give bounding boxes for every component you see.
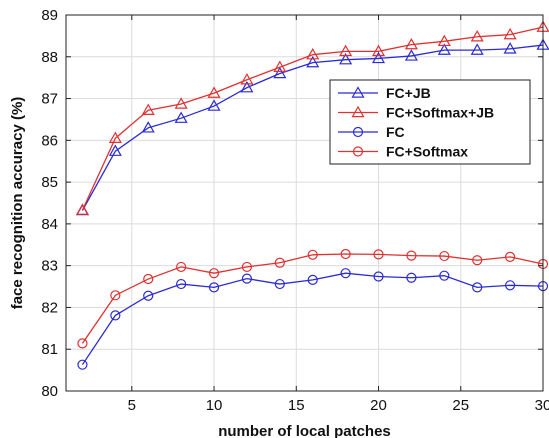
legend-swatch-marker bbox=[351, 105, 365, 118]
data-point bbox=[174, 97, 188, 109]
data-point bbox=[141, 103, 155, 115]
x-tick-label: 25 bbox=[452, 397, 469, 414]
y-tick-label: 81 bbox=[41, 341, 58, 358]
data-point bbox=[176, 261, 187, 273]
data-point bbox=[274, 278, 285, 290]
data-point bbox=[273, 66, 287, 79]
data-point bbox=[340, 248, 351, 260]
series-line bbox=[81, 253, 544, 344]
data-point bbox=[404, 37, 418, 50]
data-point bbox=[472, 255, 483, 266]
data-point bbox=[143, 273, 154, 285]
x-tick-label: 30 bbox=[535, 397, 549, 414]
legend-swatch-marker bbox=[352, 146, 364, 157]
data-point bbox=[503, 42, 517, 54]
legend-swatch-marker bbox=[351, 86, 365, 98]
data-point bbox=[274, 257, 285, 268]
legend-swatch-marker bbox=[352, 126, 364, 138]
data-point bbox=[207, 99, 221, 111]
y-tick-label: 88 bbox=[41, 49, 58, 66]
legend-entry-label: FC bbox=[386, 124, 405, 140]
data-point bbox=[208, 282, 220, 293]
data-point bbox=[306, 47, 320, 60]
data-point bbox=[439, 250, 450, 262]
series-2 bbox=[77, 268, 549, 370]
data-point bbox=[143, 290, 154, 301]
data-point bbox=[505, 251, 516, 262]
series-3 bbox=[77, 248, 549, 349]
data-point bbox=[241, 261, 253, 273]
x-tick-label: 20 bbox=[370, 397, 387, 414]
data-point bbox=[307, 274, 318, 285]
series-line bbox=[81, 272, 544, 366]
data-point bbox=[273, 60, 287, 72]
y-tick-label: 84 bbox=[41, 216, 58, 233]
y-axis-label: face recognition accuracy (%) bbox=[9, 97, 26, 310]
data-point bbox=[241, 273, 253, 284]
data-point bbox=[240, 73, 254, 85]
data-point bbox=[437, 43, 451, 55]
data-point bbox=[406, 250, 417, 261]
data-point bbox=[439, 270, 450, 281]
series-1 bbox=[75, 20, 549, 215]
plot-area bbox=[66, 15, 543, 391]
data-point bbox=[340, 268, 351, 279]
x-tick-label: 10 bbox=[206, 397, 223, 414]
y-tick-label: 86 bbox=[41, 132, 58, 149]
y-tick-label: 83 bbox=[41, 258, 58, 275]
data-point bbox=[373, 271, 384, 282]
axis-ticks: 5 10 15 20 25 30 80 81 82 83 84 85 86 87 88 89 bbox=[41, 7, 549, 414]
data-point bbox=[307, 249, 318, 260]
legend-box bbox=[329, 79, 531, 165]
data-point bbox=[141, 121, 155, 133]
data-point bbox=[406, 272, 417, 283]
data-point bbox=[77, 338, 88, 349]
x-axis-label: number of local patches bbox=[218, 423, 391, 438]
data-point bbox=[373, 249, 384, 260]
data-point bbox=[437, 34, 451, 47]
legend: FC+JB FC+Softmax+JB FC FC+Softmax bbox=[329, 79, 531, 165]
data-point bbox=[110, 310, 121, 321]
data-point bbox=[110, 290, 121, 301]
y-tick-label: 85 bbox=[41, 174, 58, 191]
legend-entry-label: FC+Softmax bbox=[386, 144, 468, 160]
data-point bbox=[306, 55, 320, 68]
y-tick-label: 87 bbox=[41, 91, 58, 108]
data-point bbox=[75, 203, 89, 215]
data-point bbox=[503, 27, 517, 40]
data-point bbox=[77, 359, 88, 370]
data-point bbox=[371, 44, 386, 57]
data-point bbox=[108, 131, 122, 143]
data-point bbox=[505, 280, 516, 291]
y-tick-label: 80 bbox=[41, 383, 58, 400]
data-point bbox=[472, 282, 483, 293]
data-point bbox=[174, 111, 188, 123]
data-point bbox=[108, 144, 122, 156]
data-point bbox=[404, 49, 418, 61]
series-line bbox=[81, 26, 544, 211]
data-point bbox=[470, 30, 484, 42]
series-line bbox=[81, 44, 544, 211]
y-tick-label: 89 bbox=[41, 7, 58, 24]
plot-frame bbox=[65, 14, 544, 392]
x-tick-label: 5 bbox=[128, 397, 136, 414]
data-point bbox=[371, 51, 386, 64]
data-point bbox=[339, 52, 353, 65]
legend-entry-label: FC+JB bbox=[386, 85, 431, 101]
legend-entry-label: FC+Softmax+JB bbox=[386, 105, 494, 121]
data-point bbox=[240, 80, 254, 93]
series-layer bbox=[75, 20, 549, 370]
y-tick-label: 82 bbox=[41, 299, 58, 316]
data-point bbox=[208, 268, 220, 279]
data-point bbox=[207, 86, 221, 98]
x-tick-label: 15 bbox=[288, 397, 305, 414]
data-point bbox=[470, 43, 484, 55]
data-point bbox=[176, 278, 187, 290]
data-point bbox=[339, 44, 353, 57]
